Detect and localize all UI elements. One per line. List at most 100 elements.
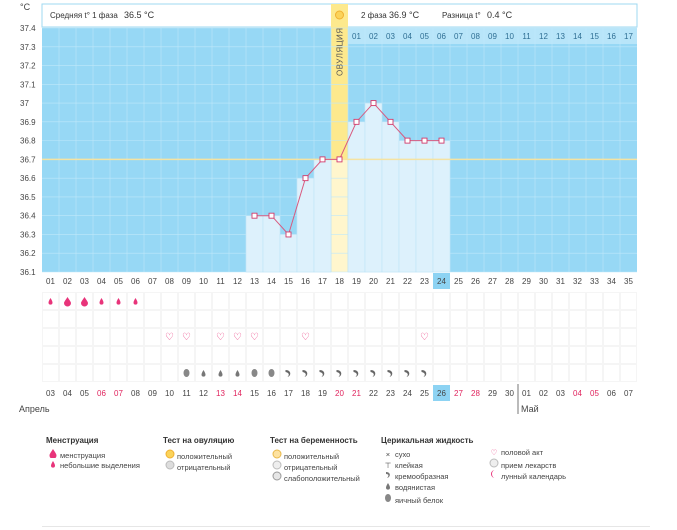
- symptom-cell: [620, 364, 637, 382]
- sticky-icon: ⊤: [384, 461, 392, 470]
- symptom-cell: [297, 292, 314, 310]
- calendar-date: 10: [165, 389, 174, 398]
- symptom-cell: [569, 310, 586, 328]
- egg-white-mark: [183, 369, 190, 377]
- cycle-day-label: 22: [403, 277, 412, 286]
- cycle-day-label: 08: [165, 277, 174, 286]
- symptom-cell: [246, 310, 263, 328]
- intercourse-heart: ♡: [250, 332, 259, 343]
- sun-negative-icon: [163, 460, 177, 473]
- symptom-cell: [484, 310, 501, 328]
- legend-cervical-fluid: Церикальная жидкость × сухо ⊤ клейкая крем…: [381, 436, 474, 506]
- symptom-cell: [484, 364, 501, 382]
- calendar-date: 19: [318, 389, 327, 398]
- heart-icon: ♡: [490, 448, 498, 457]
- symptom-cell: [178, 310, 195, 328]
- cycle-day-label: 03: [80, 277, 89, 286]
- calendar-date: 07: [624, 389, 633, 398]
- symptom-cell: [586, 292, 603, 310]
- legend-item: слабоположительный: [284, 474, 360, 483]
- symptom-cell: [161, 328, 178, 346]
- calendar-date: 11: [182, 389, 191, 398]
- phase1-value: 36.5 °C: [124, 10, 155, 20]
- sun-icon: [335, 10, 344, 20]
- cycle-day-label: 09: [182, 277, 191, 286]
- phase2-label: 2 фаза: [361, 11, 387, 20]
- phase2-day-label: 15: [590, 32, 599, 41]
- ovulation-label: ОВУЛЯЦИЯ: [336, 27, 345, 76]
- legend-item: лунный календарь: [501, 472, 567, 481]
- symptom-cell: [552, 328, 569, 346]
- symptom-cell: [76, 346, 93, 364]
- calendar-date: 03: [46, 389, 55, 398]
- phase2-day-label: 10: [505, 32, 514, 41]
- cycle-day-label: 30: [539, 277, 548, 286]
- symptom-cell: [127, 346, 144, 364]
- symptom-cell: [161, 364, 178, 382]
- calendar-date: 29: [488, 389, 497, 398]
- symptom-cell: [127, 310, 144, 328]
- symptom-cell: [178, 328, 195, 346]
- symptom-cell: [535, 328, 552, 346]
- legend-menstruation: Менструация менструация небольшие выделе…: [46, 436, 140, 471]
- phase2-day-label: 07: [454, 32, 463, 41]
- symptom-cell: [195, 346, 212, 364]
- legend-item: яичный белок: [395, 496, 444, 505]
- heavy-drop-icon: [46, 449, 60, 461]
- legend-item: положительный: [284, 452, 340, 461]
- symptom-cell: [450, 292, 467, 310]
- y-tick-label: 37.2: [20, 62, 36, 71]
- symptom-cell: [110, 310, 127, 328]
- symptom-cell: [399, 346, 416, 364]
- pregnancy-positive-icon: [270, 449, 284, 462]
- y-tick-label: 37.3: [20, 43, 36, 52]
- egg-white-icon: [381, 493, 395, 506]
- calendar-date: 01: [522, 389, 531, 398]
- symptom-cell: [195, 328, 212, 346]
- temperature-point: [353, 118, 360, 125]
- legend-item: водянистая: [395, 483, 436, 492]
- cycle-day-label: 06: [131, 277, 140, 286]
- cycle-day-label: 05: [114, 277, 123, 286]
- symptom-cell: [144, 310, 161, 328]
- symptom-cell: [603, 292, 620, 310]
- cycle-day-label: 28: [505, 277, 514, 286]
- footer-divider: [42, 526, 650, 527]
- temperature-point: [421, 137, 428, 144]
- calendar-date: 22: [369, 389, 378, 398]
- symptom-cell: [365, 346, 382, 364]
- y-tick-label: 36.9: [20, 118, 36, 127]
- phase2-day-label: 17: [624, 32, 633, 41]
- symptom-cell: [620, 292, 637, 310]
- legend-ovulation-test: Тест на овуляцию положительный отрицател…: [163, 436, 234, 473]
- symptom-cell: [314, 310, 331, 328]
- creamy-mark: [319, 370, 325, 377]
- cycle-day-label: 11: [216, 277, 225, 286]
- symptom-cell: [127, 328, 144, 346]
- legend-cervical-title: Церикальная жидкость: [381, 436, 474, 445]
- symptom-cell: [331, 328, 348, 346]
- cycle-day-label: 17: [318, 277, 327, 286]
- phase2-day-label: 06: [437, 32, 446, 41]
- symptom-cell: [467, 328, 484, 346]
- symptom-cell: [433, 292, 450, 310]
- calendar-date: 12: [199, 389, 208, 398]
- symptom-cell: [484, 328, 501, 346]
- phase2-day-label: 01: [352, 32, 361, 41]
- intercourse-heart: ♡: [182, 332, 191, 343]
- y-tick-label: 36.7: [20, 155, 36, 164]
- diff-value: 0.4 °C: [487, 10, 513, 20]
- cycle-day-label: 16: [301, 277, 310, 286]
- cycle-day-label: 26: [471, 277, 480, 286]
- symptom-cell: [195, 292, 212, 310]
- symptom-cell: [382, 346, 399, 364]
- calendar-date: 04: [63, 389, 72, 398]
- intercourse-heart: ♡: [420, 332, 429, 343]
- symptom-cell: [314, 346, 331, 364]
- intercourse-heart: ♡: [233, 332, 242, 343]
- cycle-day-label: 27: [488, 277, 497, 286]
- today-date-marker: [433, 385, 450, 401]
- symptom-cell: [620, 346, 637, 364]
- y-axis-label: °C: [20, 2, 31, 12]
- symptom-cell: [501, 346, 518, 364]
